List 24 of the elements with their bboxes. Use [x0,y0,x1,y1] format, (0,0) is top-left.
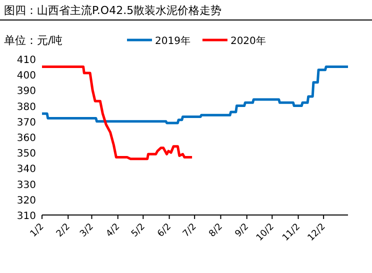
y-tick-label: 400 [16,70,36,82]
y-tick-label: 310 [16,211,36,222]
y-tick-label: 350 [16,148,36,160]
x-tick-label: 6/2 [156,222,174,240]
x-tick-label: 3/2 [78,222,96,240]
x-tick-label: 8/2 [208,222,225,240]
legend-label: 2020年 [230,35,266,47]
title: 图四：山西省主流P.O42.5散装水泥价格走势 [4,4,222,17]
legend-label: 2019年 [155,35,190,47]
y-tick-label: 340 [16,164,36,176]
x-tick-label: 9/2 [234,222,251,240]
x-tick-label: 1/2 [28,222,46,240]
y-tick-label: 410 [16,55,36,66]
x-tick-label: 4/2 [104,222,122,240]
y-tick-label: 320 [16,195,36,206]
x-tick-label: 2/2 [54,222,72,240]
x-tick-label: 7/2 [181,222,199,240]
y-tick-label: 380 [16,102,36,113]
y-tick-label: 390 [16,86,36,98]
y-tick-label: 370 [16,117,36,128]
y-tick-label: 360 [16,133,36,144]
ylabel: 单位：元/吨 [4,34,63,47]
y-tick-label: 330 [16,180,36,191]
x-tick-label: 5/2 [130,222,148,240]
